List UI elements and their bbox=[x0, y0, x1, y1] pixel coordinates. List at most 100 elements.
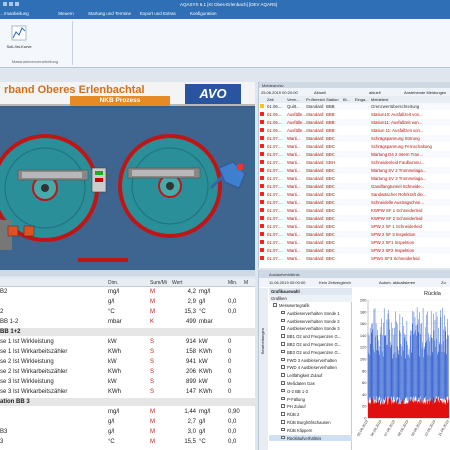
zoom-button[interactable]: Zo bbox=[441, 280, 446, 285]
event-row[interactable]: 01.07.... Warti... Standard BBC SPW 2 SF 1 S… bbox=[259, 223, 450, 230]
graphic-item[interactable]: P-Fällung bbox=[269, 396, 352, 403]
soll-ist-kurve-button[interactable]: Soll-/Ist-Kurve bbox=[4, 22, 34, 52]
column-sum[interactable]: Sum/Mi bbox=[150, 280, 167, 286]
graphic-checkbox[interactable] bbox=[281, 310, 285, 315]
menu-item-konfiguration[interactable]: Konfiguration bbox=[190, 11, 217, 16]
table-row[interactable]: B3 g/l M 3,0 g/l 0,0 bbox=[0, 428, 255, 436]
auto-refresh-checkbox[interactable]: Autom. aktualisieren bbox=[379, 280, 416, 285]
graphic-item[interactable]: Messwertegrafik bbox=[269, 302, 352, 309]
graphic-item[interactable]: BB3 O2 und Frequenzen G... bbox=[269, 349, 352, 356]
graphic-item[interactable]: RÜB 2 bbox=[269, 411, 352, 418]
event-row[interactable]: 01.07.... Warti... Standard BBC SPW1 SF3 Sch… bbox=[259, 255, 450, 262]
event-row[interactable]: 01.07.... Warti... Standard SBH Schneidenlei… bbox=[259, 159, 450, 166]
event-row[interactable]: 01.07.... Warti... Standard BBC KWPW SF 2 Sc… bbox=[259, 215, 450, 222]
col-bereich[interactable]: Pr-Bereich bbox=[306, 97, 325, 102]
graphic-item[interactable]: FWD 4 Ausbleserverhalten bbox=[269, 364, 352, 371]
menu-item-steuern[interactable]: Steuern bbox=[58, 11, 74, 16]
event-row[interactable]: 01.07.... Warti... Standard BBC SPW 2 SF1 In… bbox=[259, 239, 450, 246]
table-row[interactable]: se 1 Ist Wirkleistung kW S 914 kW 0 bbox=[0, 338, 255, 346]
graphic-checkbox[interactable] bbox=[281, 381, 285, 385]
menu-item-startung[interactable]: Startung und Termine bbox=[88, 11, 131, 16]
col-eingang[interactable]: Einga... bbox=[355, 97, 369, 102]
event-row[interactable]: 01.06.... Quitt... Standard BBB Grenzwertübe… bbox=[259, 103, 450, 110]
table-row[interactable]: se 2 Ist Wirkleistung kW S 941 kW 0 bbox=[0, 358, 255, 366]
undo-icon[interactable] bbox=[9, 2, 13, 6]
event-row[interactable]: 01.07.... Warti... Standard BBC Schrägspannu… bbox=[259, 135, 450, 142]
event-row[interactable]: 01.07.... Warti... Standard BBC Sandwäscher … bbox=[259, 191, 450, 198]
event-row[interactable]: 01.07.... Warti... Standard BBC Wartung D4 2… bbox=[259, 151, 450, 158]
event-filter-select[interactable]: Aktuell bbox=[314, 90, 327, 95]
graphic-checkbox[interactable] bbox=[281, 396, 285, 401]
table-row[interactable]: se 2 Ist Wirkarbeitszähler KWh S 206 KWh 0 bbox=[0, 368, 255, 376]
menu-item-export[interactable]: Export und Extras bbox=[140, 11, 176, 16]
analysis-date-input[interactable]: 11.06.2019 00:00:00 bbox=[269, 280, 306, 285]
table-group-row[interactable]: BB 1+2 bbox=[0, 328, 255, 336]
graphic-checkbox[interactable] bbox=[281, 388, 285, 393]
graphic-checkbox[interactable] bbox=[281, 342, 285, 346]
graphic-item[interactable]: PH Zulauf bbox=[269, 403, 352, 410]
event-row[interactable]: 01.07.... Warti... Standard BBC KWPW SF 1 Sc… bbox=[259, 207, 450, 214]
event-row[interactable]: 01.07.... Warti... Standard BBC Schrägspannu… bbox=[259, 143, 450, 150]
graphic-item[interactable]: O-2 BB 1-3 bbox=[269, 388, 352, 395]
analysis-period-select[interactable]: Kein Zeitvergleich bbox=[319, 280, 351, 285]
redo-icon[interactable] bbox=[15, 2, 19, 6]
table-row[interactable]: BB 1-2 mbar K 499 mbar bbox=[0, 318, 255, 326]
col-zeit[interactable]: Zeit bbox=[267, 97, 274, 102]
graphic-item[interactable]: Ausbleserverhalten Sonde 1 bbox=[269, 310, 352, 317]
graphic-item[interactable]: BB2 O2 und Frequenzen G... bbox=[269, 341, 352, 348]
table-row[interactable]: se 1 Ist Wirkarbeitszähler KWh S 158 KWh 0 bbox=[0, 348, 255, 356]
graphic-item[interactable]: Meßdaten Gas bbox=[269, 380, 352, 387]
table-row[interactable]: 3 °C M 15,5 °C 0,0 bbox=[0, 438, 255, 446]
graphic-checkbox[interactable] bbox=[281, 427, 285, 432]
column-dim[interactable]: Dim. bbox=[108, 280, 119, 286]
graphic-item[interactable]: Rückläufverhältnis bbox=[269, 434, 352, 442]
column-value[interactable]: Wert bbox=[172, 280, 183, 286]
graphic-checkbox[interactable] bbox=[281, 412, 285, 416]
graphic-checkbox[interactable] bbox=[281, 420, 285, 424]
save-icon[interactable] bbox=[3, 2, 7, 6]
col-station[interactable]: Station bbox=[326, 97, 339, 102]
graphic-checkbox[interactable] bbox=[281, 349, 285, 354]
pin-icon[interactable] bbox=[205, 158, 250, 194]
graphic-checkbox[interactable] bbox=[281, 334, 285, 338]
event-row[interactable]: 01.05.... Ausfälle... Standard BBB Station 1… bbox=[259, 127, 450, 134]
event-row[interactable]: 01.05.... Ausfälle... Standard BBB Station11… bbox=[259, 119, 450, 126]
table-row[interactable]: g/l M 2,7 g/l 0,0 bbox=[0, 418, 255, 426]
graphic-item[interactable]: RÜB Klippern bbox=[269, 427, 352, 434]
event-row[interactable]: 01.07.... Warti... Standard BBC Wartung SV 3… bbox=[259, 175, 450, 182]
table-row[interactable]: g/l M 2,9 g/l 0,0 bbox=[0, 298, 255, 306]
event-row[interactable]: 01.07.... Warti... Standard BBC Schneidelle … bbox=[259, 199, 450, 206]
event-row[interactable]: 01.07.... Warti... Standard BBC SPW 2 SF2 In… bbox=[259, 247, 450, 254]
table-row[interactable]: se 3 Ist Wirkarbeitszähler KWh S 147 KWh 0 bbox=[0, 388, 255, 396]
table-row[interactable]: se 3 Ist Wirkleistung kW S 899 kW 0 bbox=[0, 378, 255, 386]
graphic-checkbox[interactable] bbox=[281, 326, 285, 330]
event-row[interactable]: 01.07.... Warti... Standard BBC Gandfangtunn… bbox=[259, 183, 450, 190]
graphic-item[interactable]: Leitfähigkeit Zulauf bbox=[269, 372, 352, 379]
event-aktuell-button[interactable]: aktuell bbox=[369, 90, 381, 95]
graphic-checkbox[interactable] bbox=[281, 365, 285, 369]
menu-item-bearbeitung[interactable]: ...rmanbeitung bbox=[0, 11, 29, 16]
graphic-checkbox[interactable] bbox=[281, 373, 285, 377]
table-row[interactable]: B2 mg/l M 4,2 mg/l bbox=[0, 288, 255, 296]
table-group-row[interactable]: ation BB 3 bbox=[0, 398, 255, 406]
bearbeitungen-tab[interactable]: Bearbeitungen bbox=[259, 288, 268, 450]
col-meldetext[interactable]: Meldetext bbox=[371, 97, 389, 102]
table-row[interactable]: mg/l M 1,44 mg/l 0,90 bbox=[0, 408, 255, 416]
col-bl[interactable]: Bl... bbox=[343, 97, 350, 102]
anstehende-checkbox[interactable]: Anstehende Meldungen bbox=[404, 90, 447, 95]
graphic-checkbox[interactable] bbox=[281, 318, 285, 323]
graphic-item[interactable]: RÜB Burghöfischausen bbox=[269, 419, 352, 426]
graphic-checkbox[interactable] bbox=[281, 404, 285, 408]
graphic-checkbox[interactable] bbox=[281, 435, 285, 440]
quick-access-toolbar[interactable] bbox=[3, 2, 23, 7]
event-row[interactable]: 01.07.... Warti... Standard BBC SPW 2 SF 3 I… bbox=[259, 231, 450, 238]
graphic-item[interactable]: Ausbleserverhalten Sonde 3 bbox=[269, 325, 352, 332]
graphic-checkbox[interactable] bbox=[281, 357, 285, 362]
event-date-input[interactable]: 25.06.2019 00:20:00 bbox=[261, 90, 298, 95]
event-row[interactable]: 01.07.... Warti... Standard BBC Wartung SV 2… bbox=[259, 167, 450, 174]
graphic-item[interactable]: BB1 O2 und Frequenzen G... bbox=[269, 333, 352, 340]
col-verm[interactable]: Verm... bbox=[287, 97, 300, 102]
graphic-item[interactable]: FWD 3 Ausbleserverhalten bbox=[269, 357, 352, 364]
graphic-item[interactable]: Ausbleserverhalten Sonde 2 bbox=[269, 318, 352, 325]
column-max[interactable]: M bbox=[244, 280, 249, 286]
